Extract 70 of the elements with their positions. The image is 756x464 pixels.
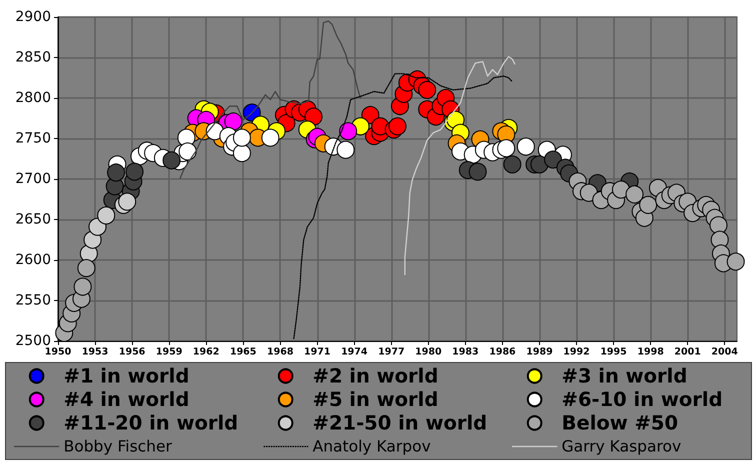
y-tick-label: 2650 xyxy=(15,212,51,228)
x-tick-label: 1968 xyxy=(266,346,294,358)
x-tick-label: 1983 xyxy=(452,346,479,358)
legend-label: #2 in world xyxy=(312,364,438,388)
point xyxy=(503,155,522,174)
x-tick-label: 1959 xyxy=(156,346,182,358)
point xyxy=(530,155,548,174)
point xyxy=(224,112,242,130)
x-tick-label: 2001 xyxy=(674,346,701,358)
x-tick-label: 2004 xyxy=(711,346,738,358)
point xyxy=(232,128,251,147)
y-tick-label: 2550 xyxy=(15,292,51,308)
point xyxy=(232,144,251,162)
legend-label: Bobby Fischer xyxy=(64,438,173,456)
point xyxy=(497,139,516,158)
point xyxy=(339,122,358,140)
x-tick-label: 1998 xyxy=(637,346,664,358)
point xyxy=(516,138,535,156)
legend-label: #4 in world xyxy=(64,388,190,411)
legend-label: #1 in world xyxy=(64,364,190,388)
point xyxy=(710,216,728,234)
point xyxy=(544,150,562,169)
point xyxy=(468,162,487,181)
point xyxy=(639,196,658,214)
legend-label: #11-20 in world xyxy=(64,412,238,434)
line-series xyxy=(404,56,516,276)
point xyxy=(97,206,116,224)
point xyxy=(304,108,323,126)
y-tick-label: 2800 xyxy=(15,90,51,106)
x-tick-label: 1965 xyxy=(230,346,256,358)
point xyxy=(336,140,355,159)
y-tick-label: 2750 xyxy=(15,130,51,146)
point xyxy=(261,128,280,147)
x-tick-label: 1962 xyxy=(192,346,220,358)
point xyxy=(118,192,136,211)
legend-label: Anatoly Karpov xyxy=(312,438,431,456)
point xyxy=(162,151,181,170)
x-tick-label: 1986 xyxy=(489,346,516,358)
legend-label: #5 in world xyxy=(312,388,438,411)
x-tick-label: 1953 xyxy=(82,346,108,358)
legend-label: Garry Kasparov xyxy=(562,438,682,456)
y-tick-label: 2500 xyxy=(15,333,51,349)
point xyxy=(726,252,745,271)
point xyxy=(612,180,630,199)
x-tick-label: 1995 xyxy=(600,346,627,358)
x-tick-label: 1989 xyxy=(526,346,553,358)
legend-label: #3 in world xyxy=(562,364,688,388)
y-tick-label: 2700 xyxy=(15,171,51,187)
point xyxy=(626,185,644,204)
legend-label: #6-10 in world xyxy=(562,388,723,411)
x-tick-label: 1950 xyxy=(44,346,72,358)
point xyxy=(126,162,144,181)
point xyxy=(388,117,406,136)
x-tick-label: 1971 xyxy=(304,346,330,358)
x-tick-label: 1977 xyxy=(378,346,405,358)
x-tick-label: 1974 xyxy=(341,346,368,358)
point xyxy=(418,80,436,99)
point xyxy=(77,259,96,278)
point xyxy=(178,142,197,160)
point xyxy=(74,278,92,296)
point xyxy=(88,218,107,236)
x-tick-label: 1992 xyxy=(563,346,590,358)
legend-label: #21-50 in world xyxy=(312,412,488,434)
x-tick-label: 1956 xyxy=(118,346,146,358)
y-tick-label: 2900 xyxy=(15,9,51,25)
x-tick-label: 1980 xyxy=(415,346,442,358)
legend-label: Below #50 xyxy=(562,412,678,434)
point xyxy=(107,164,126,182)
y-tick-label: 2600 xyxy=(15,252,51,268)
y-tick-label: 2850 xyxy=(15,50,51,66)
